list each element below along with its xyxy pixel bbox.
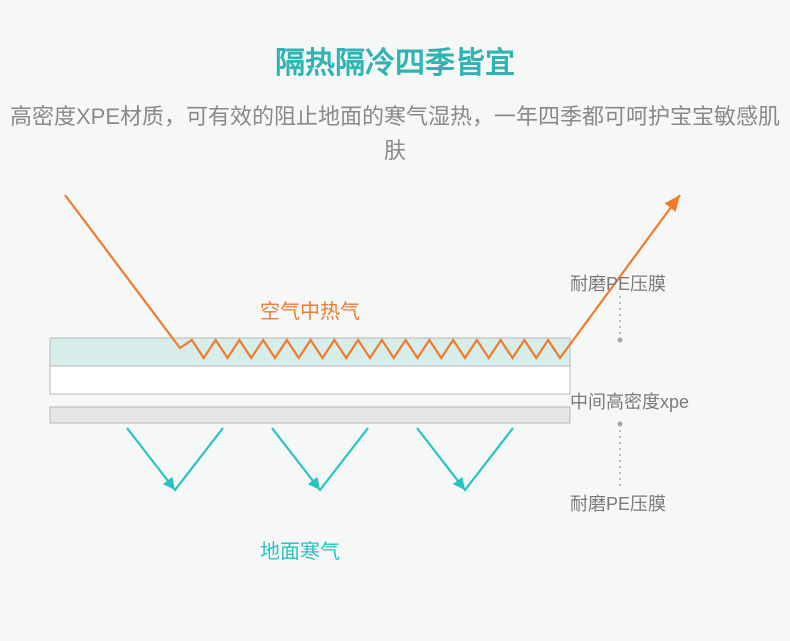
layer-mid-label: 中间高密度xpe [570, 388, 689, 414]
hot-air-label: 空气中热气 [260, 295, 360, 324]
insulation-diagram [0, 0, 790, 641]
layer-top-label: 耐磨PE压膜 [570, 270, 666, 296]
layer-bottom-label: 耐磨PE压膜 [570, 490, 666, 516]
cold-ground-label: 地面寒气 [260, 535, 340, 564]
